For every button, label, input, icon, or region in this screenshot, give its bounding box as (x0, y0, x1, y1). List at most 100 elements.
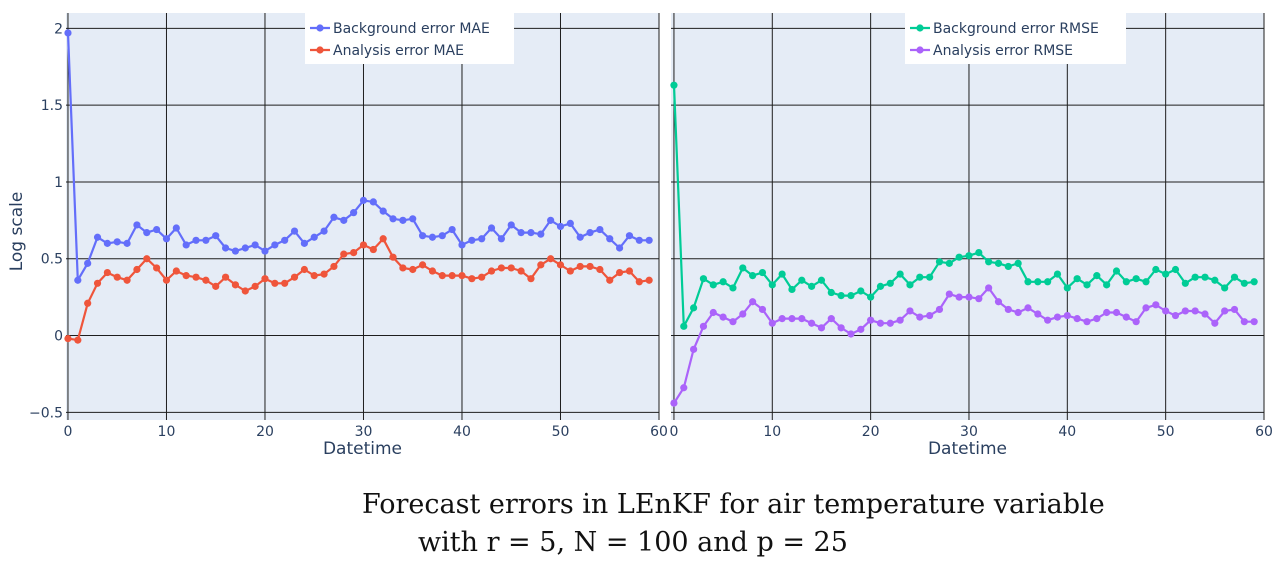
data-point (847, 291, 855, 300)
data-point (103, 268, 111, 277)
x-axis-title: Datetime (928, 439, 1007, 459)
data-point (290, 227, 299, 235)
data-point (93, 233, 102, 241)
legend-swatch-marker (916, 24, 924, 32)
data-point (1171, 265, 1180, 274)
data-point (975, 295, 983, 303)
data-point (221, 273, 230, 281)
data-point (517, 267, 525, 275)
legend: Background error RMSE Analysis error RMSE (905, 13, 1126, 64)
y-axis-title: Log scale (7, 192, 27, 272)
data-point (857, 325, 865, 333)
data-point (808, 319, 816, 327)
data-point (350, 248, 358, 257)
data-point (1201, 310, 1209, 318)
data-point (251, 241, 259, 249)
x-tick-label: 40 (453, 424, 471, 440)
data-point (1132, 275, 1140, 283)
data-point (212, 282, 220, 290)
data-point (241, 244, 249, 252)
data-point (1162, 307, 1170, 315)
data-point (1063, 311, 1071, 320)
data-point (1211, 319, 1219, 327)
data-point (389, 215, 397, 223)
legend-swatch-marker (316, 46, 324, 54)
data-point (261, 247, 269, 255)
data-point (172, 224, 180, 232)
x-tick-label: 20 (256, 424, 274, 440)
data-point (231, 281, 240, 289)
data-point (867, 293, 875, 301)
data-point (84, 299, 92, 307)
data-point (645, 276, 653, 284)
data-point (1103, 281, 1111, 289)
data-point (817, 324, 826, 332)
data-point (547, 255, 555, 263)
data-point (409, 215, 417, 223)
data-point (1083, 318, 1091, 326)
data-point (172, 267, 180, 275)
data-point (758, 268, 767, 277)
data-point (576, 262, 584, 271)
data-point (103, 239, 111, 247)
x-tick-label: 60 (650, 424, 668, 440)
data-point (468, 275, 476, 283)
data-point (123, 239, 131, 247)
data-point (212, 232, 220, 240)
legend-box (905, 13, 1126, 64)
data-point (985, 284, 993, 292)
caption-line-1: Forecast errors in LEnKF for air tempera… (362, 489, 1105, 520)
data-point (680, 384, 688, 392)
x-tick-label: 30 (960, 424, 978, 440)
data-point (261, 275, 269, 283)
data-point (1162, 270, 1170, 278)
data-point (975, 248, 983, 257)
data-point (64, 335, 72, 343)
data-point (586, 262, 594, 271)
data-point (768, 281, 776, 289)
data-point (596, 265, 604, 274)
data-point (690, 345, 698, 353)
data-point (153, 225, 161, 234)
data-point (271, 279, 279, 287)
x-tick-label: 0 (669, 424, 678, 440)
data-point (1191, 307, 1199, 315)
data-point (586, 229, 594, 237)
data-point (448, 272, 456, 280)
data-point (537, 261, 545, 269)
data-point (290, 273, 299, 281)
x-tick-label: 30 (355, 424, 373, 440)
data-point (935, 305, 944, 314)
legend-label: Analysis error MAE (333, 43, 464, 59)
data-point (438, 232, 446, 240)
data-point (729, 284, 737, 292)
data-point (182, 272, 190, 280)
legend-box (305, 13, 514, 64)
data-point (133, 221, 141, 229)
x-tick-label: 20 (862, 424, 880, 440)
data-point (827, 288, 835, 297)
data-point (1093, 272, 1101, 280)
data-point (955, 293, 963, 301)
data-point (739, 310, 747, 318)
data-point (749, 272, 757, 280)
data-point (143, 229, 151, 237)
data-point (1181, 307, 1189, 315)
data-point (876, 319, 885, 327)
data-point (817, 276, 826, 284)
data-point (517, 229, 525, 237)
data-point (916, 313, 924, 321)
data-point (635, 236, 643, 244)
data-point (310, 272, 318, 280)
legend-label: Background error RMSE (933, 21, 1099, 37)
data-point (458, 272, 466, 280)
data-point (113, 273, 121, 281)
data-point (1201, 273, 1209, 281)
data-point (1093, 315, 1101, 323)
data-point (1221, 284, 1229, 292)
data-point (886, 319, 894, 327)
x-tick-label: 50 (1157, 424, 1175, 440)
y-tick-label: 0.5 (41, 252, 63, 268)
data-point (709, 308, 717, 317)
